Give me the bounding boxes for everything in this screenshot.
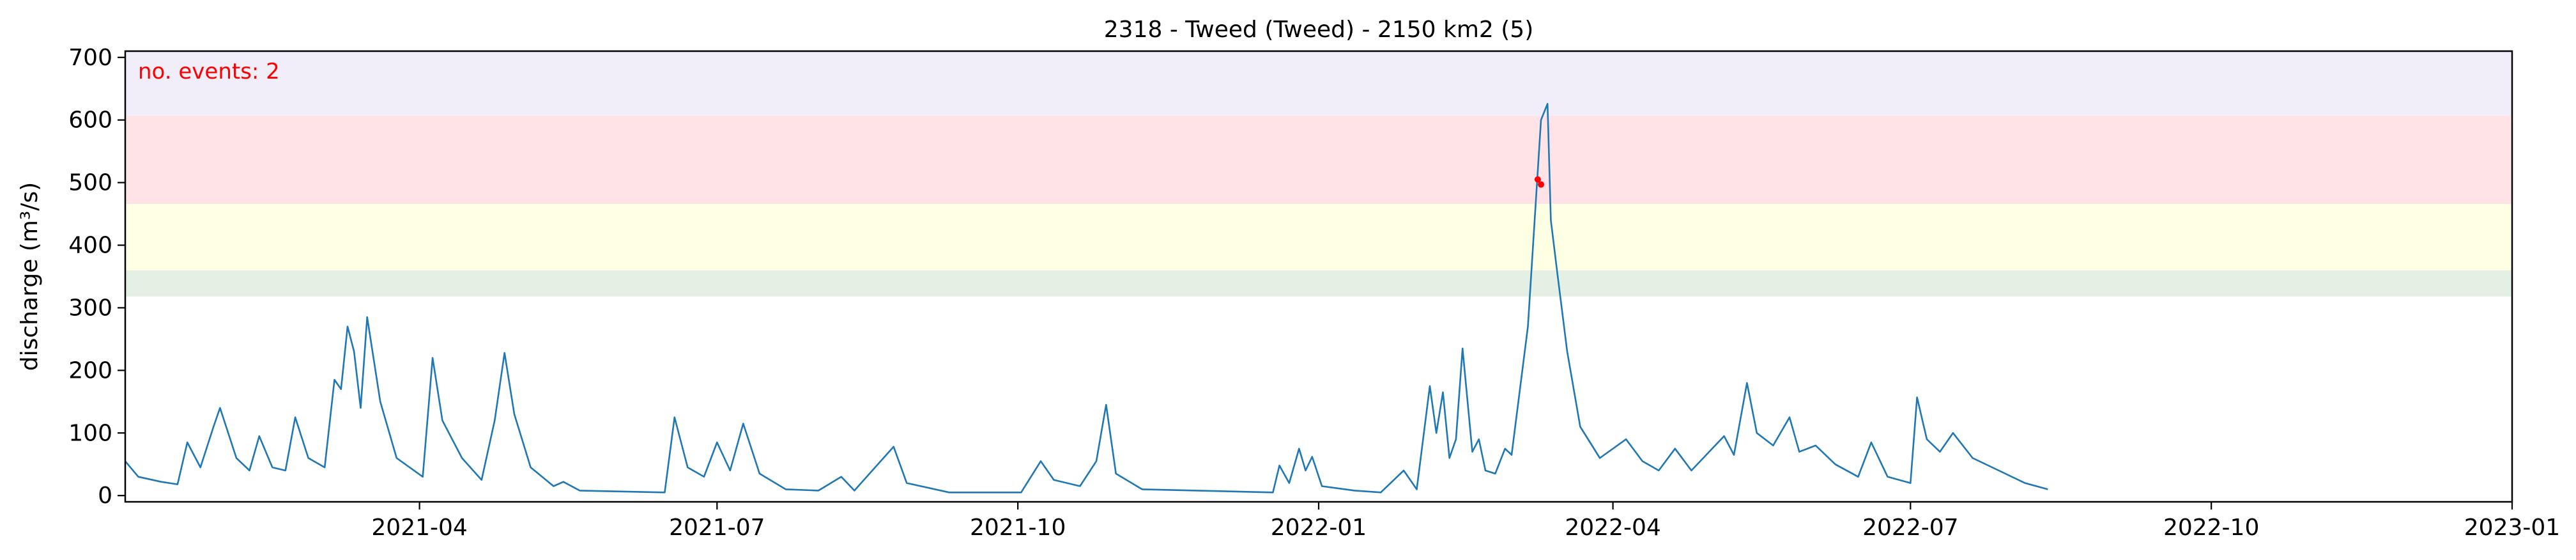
x-axis: 2021-04 2021-07 2021-10 2022-01 2022-04 2022-… — [371, 502, 2560, 541]
x-tick-label-2021-07: 2021-07 — [669, 515, 765, 541]
x-tick-label-2021-10: 2021-10 — [970, 515, 1066, 541]
x-tick-label-2023-01: 2023-01 — [2464, 515, 2560, 541]
y-tick-label-0: 0 — [98, 483, 112, 509]
events-count-annotation: no. events: 2 — [138, 59, 280, 84]
y-tick-label-500: 500 — [68, 170, 112, 196]
x-tick-label-2022-04: 2022-04 — [1565, 515, 1660, 541]
threshold-bands — [125, 51, 2512, 297]
y-axis: 0 100 200 300 400 500 600 700 — [68, 45, 125, 509]
x-tick-label-2021-04: 2021-04 — [371, 515, 467, 541]
threshold-band-2 — [125, 203, 2512, 270]
event-marker-2 — [1538, 181, 1545, 188]
series-line-1 — [125, 103, 2048, 494]
event-markers — [1534, 176, 1545, 188]
x-tick-label-2022-07: 2022-07 — [1862, 515, 1958, 541]
x-tick-label-2022-10: 2022-10 — [2163, 515, 2259, 541]
threshold-band-1 — [125, 270, 2512, 297]
threshold-band-4 — [125, 51, 2512, 116]
x-tick-label-2022-01: 2022-01 — [1271, 515, 1367, 541]
y-tick-label-400: 400 — [68, 233, 112, 259]
y-tick-label-700: 700 — [68, 45, 112, 71]
threshold-band-3 — [125, 115, 2512, 204]
y-tick-label-100: 100 — [68, 420, 112, 446]
y-tick-label-200: 200 — [68, 357, 112, 384]
event-marker-1 — [1534, 176, 1541, 183]
y-tick-label-300: 300 — [68, 295, 112, 321]
series-layer — [125, 103, 2048, 494]
chart-title: 2318 - Tweed (Tweed) - 2150 km2 (5) — [1104, 17, 1533, 43]
y-tick-label-600: 600 — [68, 107, 112, 134]
y-axis-label: discharge (m³/s) — [17, 182, 43, 371]
